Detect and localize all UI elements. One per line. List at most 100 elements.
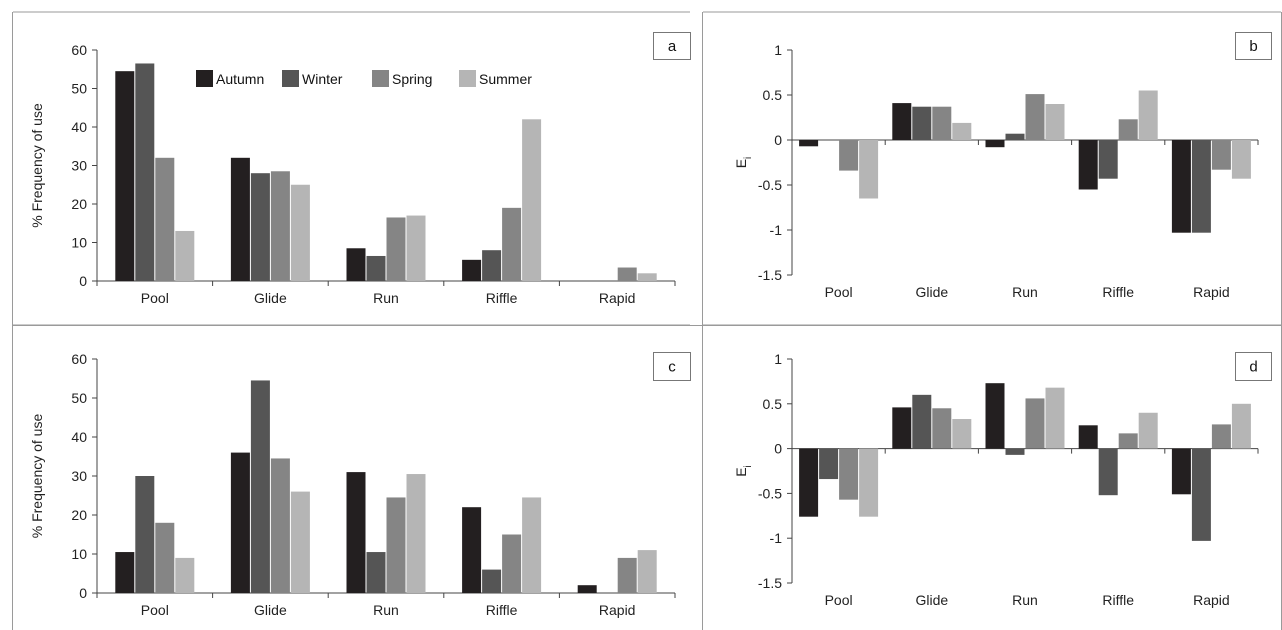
bar-spring-glide [932, 106, 952, 140]
y-axis-title: Ei [733, 157, 754, 169]
bar-autumn-run [985, 140, 1005, 148]
bar-summer-riffle [522, 119, 542, 281]
y-tick-label: 0 [774, 132, 782, 148]
bar-summer-pool [175, 557, 195, 593]
bar-summer-pool [859, 448, 879, 517]
y-tick-label: 0 [79, 273, 87, 289]
bar-spring-glide [270, 171, 290, 281]
legend-label-summer: Summer [479, 71, 532, 87]
y-tick-label: -1.5 [758, 267, 782, 283]
bar-winter-run [1005, 133, 1025, 140]
bar-autumn-glide [892, 407, 912, 449]
bar-summer-rapid [637, 273, 657, 281]
category-label: Pool [141, 602, 169, 618]
bar-winter-run [366, 255, 386, 281]
bar-spring-rapid [1211, 140, 1231, 170]
y-tick-label: 50 [71, 81, 87, 97]
y-axis-title-main: E [733, 467, 749, 476]
panel-label-box [1235, 352, 1272, 381]
bar-winter-riffle [1098, 140, 1118, 179]
y-tick-label: 0.5 [763, 87, 783, 103]
legend-swatch-winter [282, 70, 299, 87]
category-label: Run [1012, 284, 1038, 300]
legend-label-winter: Winter [302, 71, 343, 87]
category-label: Run [373, 290, 399, 306]
bar-spring-run [386, 497, 406, 593]
y-tick-label: 20 [71, 507, 87, 523]
category-label: Glide [254, 290, 287, 306]
panel-label-box [653, 32, 691, 60]
y-tick-label: -1 [770, 222, 783, 238]
panel-label: c [668, 359, 676, 376]
panel-a: 60 50 40 30 20 10 0 Pool Glide Run Riffle Rapid % Fr… [29, 32, 691, 306]
bar-winter-rapid [1191, 448, 1211, 541]
bar-winter-pool [135, 63, 155, 281]
bar-summer-pool [175, 230, 195, 281]
panel-label: b [1249, 38, 1257, 55]
y-tick-label: 40 [71, 429, 87, 445]
category-label: Rapid [599, 290, 636, 306]
legend-swatch-spring [372, 70, 389, 87]
bar-spring-run [386, 217, 406, 281]
bar-autumn-riffle [1078, 140, 1098, 190]
bar-autumn-glide [230, 452, 250, 593]
bar-spring-riffle [502, 534, 522, 593]
bar-summer-run [1045, 104, 1065, 140]
bar-winter-riffle [1098, 448, 1118, 496]
y-axis-title-main: % Frequency of use [29, 414, 45, 539]
bar-summer-riffle [522, 497, 542, 593]
bar-spring-glide [270, 458, 290, 593]
bar-winter-run [366, 552, 386, 593]
y-tick-label: 0.5 [763, 396, 783, 412]
y-tick-label: 1 [774, 42, 782, 58]
y-axis-title: % Frequency of use [29, 103, 45, 228]
bar-autumn-glide [230, 157, 250, 281]
bar-spring-rapid [617, 557, 637, 593]
panel-label: d [1249, 359, 1257, 376]
y-tick-label: -0.5 [758, 485, 782, 501]
y-tick-label: 40 [71, 119, 87, 135]
bar-spring-riffle [502, 207, 522, 281]
panel-c: 60 50 40 30 20 10 0 Pool Glide Run Riffle Rapid % Fr… [29, 351, 691, 618]
panel-frames [12, 11, 1282, 630]
bar-autumn-run [346, 472, 366, 593]
panel-label-box [653, 352, 691, 381]
y-tick-label: 30 [71, 158, 87, 174]
bar-spring-rapid [617, 267, 637, 281]
bar-autumn-rapid [577, 585, 597, 593]
bar-spring-pool [155, 522, 175, 593]
y-tick-label: 0 [774, 441, 782, 457]
y-tick-label: 60 [71, 42, 87, 58]
y-tick-label: -1.5 [758, 575, 782, 591]
bar-spring-glide [932, 408, 952, 449]
bar-autumn-riffle [462, 507, 482, 593]
legend-label-autumn: Autumn [216, 71, 264, 87]
category-label: Run [373, 602, 399, 618]
y-axis-title-main: % Frequency of use [29, 103, 45, 228]
y-tick-label: 10 [71, 235, 87, 251]
bar-autumn-glide [892, 103, 912, 140]
category-label: Glide [254, 602, 287, 618]
bar-summer-run [406, 474, 426, 593]
category-label: Riffle [486, 290, 518, 306]
bar-winter-riffle [482, 569, 502, 593]
bar-summer-riffle [1138, 90, 1158, 140]
category-label: Glide [915, 284, 948, 300]
category-label: Rapid [599, 602, 636, 618]
bar-autumn-pool [115, 71, 135, 281]
bar-summer-run [1045, 387, 1065, 449]
category-label: Run [1012, 592, 1038, 608]
y-tick-label: 0 [79, 585, 87, 601]
legend: Autumn Winter Spring Summer [196, 70, 532, 87]
y-tick-label: -1 [770, 530, 783, 546]
bar-winter-glide [912, 394, 932, 449]
bar-spring-pool [155, 157, 175, 281]
bar-summer-glide [952, 419, 972, 449]
bar-spring-run [1025, 94, 1045, 140]
bar-autumn-riffle [462, 259, 482, 281]
y-axis-title-main: E [733, 159, 749, 168]
category-label: Riffle [486, 602, 518, 618]
bar-spring-riffle [1118, 119, 1138, 140]
bar-spring-pool [839, 140, 859, 171]
